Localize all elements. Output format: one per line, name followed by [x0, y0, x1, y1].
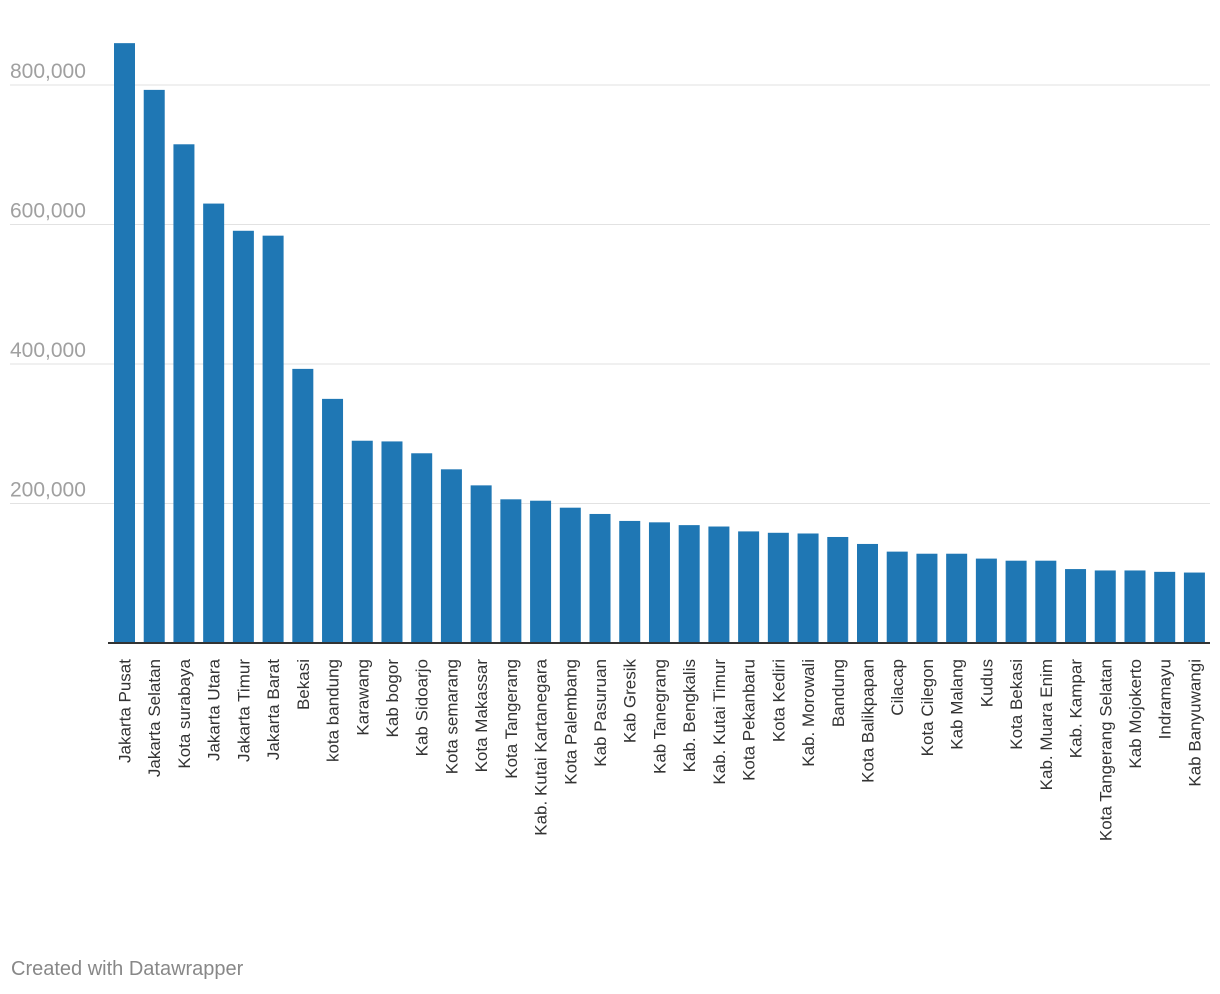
x-tick-label-layer: Jakarta Pusat Jakarta Selatan Kota surabay…: [116, 658, 1205, 841]
bar: [203, 203, 225, 643]
x-tick-label: Kab. Kampar: [1067, 659, 1086, 759]
bar: [143, 89, 165, 643]
x-tick-label: Kab. Kutai Kartanegara: [532, 658, 551, 835]
bar: [738, 531, 760, 643]
y-tick-label: 600,000: [10, 200, 86, 223]
bar: [946, 553, 968, 643]
bar: [767, 532, 789, 643]
x-tick-label: Bandung: [829, 659, 848, 727]
x-tick-label: Kota Pekanbaru: [740, 659, 759, 781]
bar: [262, 235, 284, 643]
bar: [500, 499, 522, 643]
x-tick-label: Karawang: [353, 659, 372, 736]
bar: [1065, 569, 1087, 643]
bar: [916, 553, 938, 643]
x-tick-label: Jakarta Barat: [264, 659, 283, 760]
x-tick-label: Jakarta Pusat: [116, 659, 135, 763]
bar: [381, 441, 403, 643]
datawrapper-credit: Created with Datawrapper: [11, 958, 244, 980]
x-tick-label: Kota Makassar: [472, 659, 491, 773]
y-tick-label: 200,000: [10, 479, 86, 502]
x-tick-label: Kab. Morowali: [799, 659, 818, 767]
bar: [173, 144, 195, 643]
x-tick-label: Kab Malang: [948, 659, 967, 750]
x-tick-label: Kab Mojokerto: [1126, 659, 1145, 769]
bar: [292, 368, 314, 643]
bar: [648, 522, 670, 643]
bar: [351, 440, 373, 643]
x-tick-label: Kab Pasuruan: [591, 659, 610, 767]
bar: [232, 230, 254, 643]
x-tick-label: Kota Palembang: [561, 659, 580, 785]
x-tick-label: Kota Tangerang Selatan: [1096, 659, 1115, 841]
x-tick-label: Kota Kediri: [769, 659, 788, 742]
bar: [530, 500, 552, 643]
x-tick-label: Jakarta Timur: [234, 659, 253, 762]
bar: [827, 536, 849, 643]
bar: [440, 469, 462, 643]
bar: [411, 453, 433, 643]
x-tick-label: Kota semarang: [442, 659, 461, 774]
x-tick-label: Kab bogor: [383, 659, 402, 738]
bar: [470, 485, 492, 643]
x-tick-label: Jakarta Selatan: [145, 659, 164, 777]
x-tick-label: Kab Sidoarjo: [413, 659, 432, 756]
x-tick-label: Kab Banyuwangi: [1185, 659, 1204, 787]
bar: [797, 533, 819, 643]
x-tick-label: Kab Tanegrang: [650, 659, 669, 774]
bar: [975, 558, 997, 643]
bar: [1035, 560, 1057, 643]
x-tick-label: Kab. Muara Enim: [1037, 659, 1056, 790]
bar: [1124, 570, 1146, 643]
x-tick-label: Indramayu: [1156, 659, 1175, 739]
bar: [322, 398, 344, 643]
x-tick-label: Kab Gresik: [621, 659, 640, 744]
x-tick-label: Bekasi: [294, 659, 313, 710]
x-tick-label: Kab. Kutai Timur: [710, 659, 729, 785]
bar: [678, 525, 700, 643]
x-tick-label: Jakarta Utara: [205, 658, 224, 761]
x-tick-label: Kota Tangerang: [502, 659, 521, 779]
x-tick-label: Cilacap: [888, 659, 907, 716]
x-tick-label: Kota surabaya: [175, 658, 194, 768]
y-tick-label: 400,000: [10, 339, 86, 362]
x-tick-label: Kota Bekasi: [1007, 659, 1026, 750]
y-tick-label: 800,000: [10, 60, 86, 83]
x-tick-label: Kudus: [977, 659, 996, 707]
bar: [619, 520, 641, 643]
bar: [559, 507, 581, 643]
bar: [1094, 570, 1116, 643]
bar: [114, 43, 135, 643]
x-tick-label: Kota Balikpapan: [859, 659, 878, 783]
bar: [1005, 560, 1027, 643]
bar: [857, 543, 878, 643]
bar: [708, 526, 730, 643]
bar-layer: [114, 43, 1205, 643]
x-tick-label: kota bandung: [324, 659, 343, 762]
bar: [589, 513, 611, 643]
bar: [1154, 571, 1176, 643]
bar: [886, 551, 908, 643]
bar: [1183, 572, 1205, 643]
x-tick-label: Kota Cilegon: [918, 659, 937, 756]
x-tick-label: Kab. Bengkalis: [680, 659, 699, 772]
